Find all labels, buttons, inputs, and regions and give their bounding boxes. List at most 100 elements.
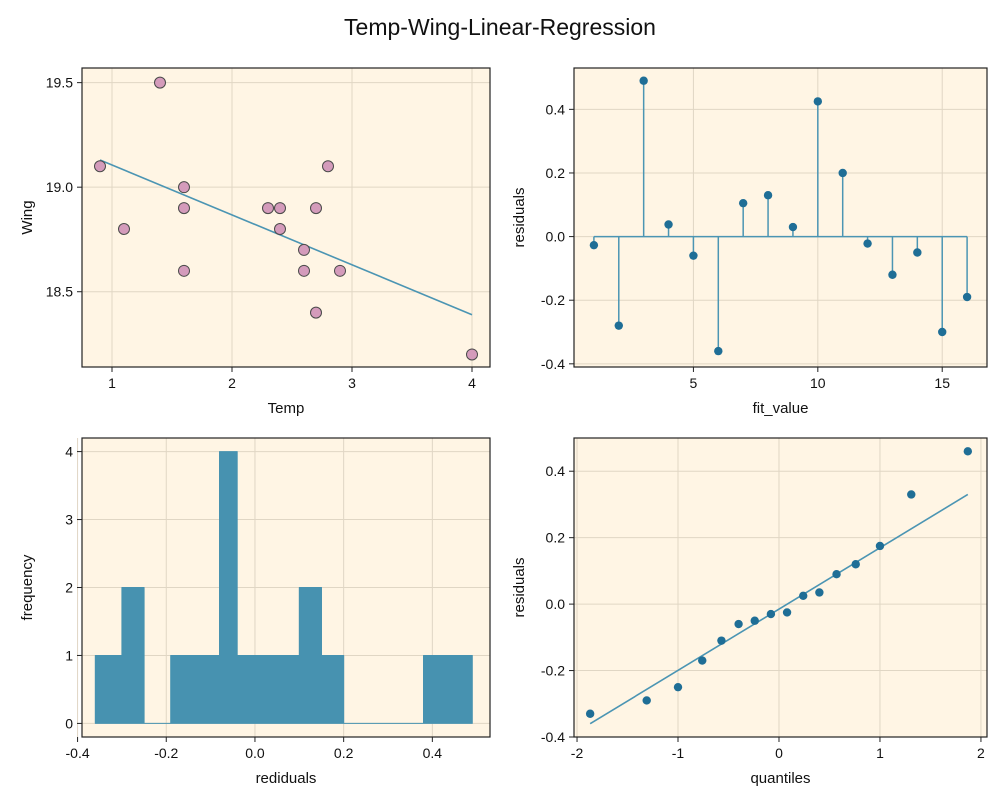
y-tick-label: 1 (65, 647, 73, 663)
stem-marker (738, 198, 748, 208)
scatter-point (94, 160, 106, 173)
stem-marker (863, 239, 872, 248)
stem-marker (888, 270, 897, 279)
y-tick-label: 2 (65, 580, 73, 596)
qq-point (875, 541, 885, 551)
qq-point (782, 608, 792, 617)
x-tick-label: 0 (775, 745, 783, 761)
qq-point (832, 570, 841, 579)
scatter-point (118, 223, 130, 235)
stem-marker (589, 240, 599, 250)
y-tick-label: 4 (65, 444, 73, 460)
x-tick-label: 15 (934, 375, 950, 391)
plot-area (574, 68, 987, 367)
y-tick-label: 0.4 (546, 463, 566, 479)
x-axis-label: quantiles (750, 770, 810, 787)
y-tick-label: 0.4 (546, 101, 566, 117)
x-tick-label: 10 (810, 375, 826, 391)
y-axis-label: Wing (19, 200, 36, 234)
x-tick-label: 0.2 (334, 745, 354, 761)
y-tick-label: 18.5 (46, 284, 73, 300)
stem-marker (813, 97, 823, 106)
x-tick-label: 1 (108, 375, 116, 391)
qq-point (963, 447, 973, 456)
scatter-point (178, 202, 190, 215)
x-tick-label: 0.4 (423, 745, 443, 761)
scatter-point (466, 348, 478, 361)
panel-2: 5 10 15 -0.4 -0.2 0.0 0.2 0.4 fit_value residuals (511, 67, 988, 417)
x-tick-label: 2 (977, 745, 985, 761)
qq-point (673, 682, 683, 692)
y-tick-label: 0.2 (546, 165, 566, 181)
qq-point (717, 636, 726, 645)
qq-point (698, 656, 707, 665)
y-tick-label: 0.0 (546, 596, 566, 612)
y-tick-label: 3 (65, 512, 73, 528)
x-tick-label: 3 (348, 375, 356, 391)
fit-line (99, 159, 473, 316)
histogram-bar (94, 451, 473, 724)
x-tick-label: 4 (468, 375, 476, 391)
x-tick-label: 2 (228, 375, 236, 391)
scatter-point (310, 306, 322, 319)
y-tick-label: 19.0 (46, 179, 73, 195)
panel-1: 1 2 3 4 18.5 19.0 19.5 Temp Wing (19, 67, 491, 417)
qq-point (851, 560, 860, 569)
scatter-point (274, 223, 286, 235)
x-tick-label: -0.2 (154, 745, 178, 761)
scatter-point (322, 160, 334, 173)
plot-frame (573, 67, 988, 368)
stem-marker (838, 168, 847, 178)
stem-marker (913, 248, 922, 257)
y-axis-label: residuals (511, 187, 528, 247)
stem-marker (689, 251, 698, 260)
y-axis-label: frequency (19, 554, 36, 620)
scatter-point (262, 202, 274, 215)
y-tick-label: 0 (65, 715, 73, 731)
panel-4: -2 -1 0 1 2 -0.4 -0.2 0.0 0.2 0.4 quantiles residua… (511, 437, 988, 787)
figure-title: Temp-Wing-Linear-Regression (344, 14, 656, 40)
qq-point (750, 616, 759, 625)
scatter-point (334, 264, 346, 277)
y-tick-label: 19.5 (46, 75, 73, 91)
y-tick-label: 0.0 (546, 229, 566, 245)
scatter-point (154, 76, 166, 89)
stem-marker (664, 220, 673, 229)
stem-marker (639, 76, 648, 85)
stem-marker (938, 327, 947, 337)
x-tick-label: 5 (690, 375, 698, 391)
x-tick-label: -0.4 (66, 745, 90, 761)
stem-marker (763, 191, 773, 200)
qq-point (799, 591, 808, 601)
x-axis-label: fit_value (753, 400, 809, 417)
qq-point (766, 609, 776, 619)
scatter-point (274, 202, 286, 215)
y-tick-label: -0.2 (541, 292, 565, 308)
qq-point (907, 490, 916, 499)
x-tick-label: -1 (672, 745, 685, 761)
scatter-point (178, 264, 190, 277)
qq-point (642, 696, 651, 705)
y-tick-label: 0.2 (546, 530, 566, 546)
qq-point (815, 588, 824, 597)
stem-marker (614, 321, 623, 330)
stem-marker (962, 292, 972, 302)
panel-3: -0.4 -0.2 0.0 0.2 0.4 0 1 2 3 4 rediduals frequency (19, 437, 491, 787)
plot-frame (573, 437, 988, 738)
y-tick-label: -0.4 (541, 356, 565, 372)
y-tick-label: -0.4 (541, 729, 565, 745)
scatter-point (310, 202, 322, 215)
x-tick-label: 0.0 (245, 745, 265, 761)
scatter-point (298, 264, 310, 277)
scatter-point (298, 243, 310, 256)
stem-marker (788, 222, 798, 232)
plot-area (82, 68, 490, 367)
scatter-point (178, 181, 190, 194)
x-tick-label: -2 (571, 745, 584, 761)
x-axis-label: Temp (268, 400, 305, 417)
qq-point (585, 709, 595, 718)
y-axis-label: residuals (511, 557, 528, 617)
stem-marker (714, 346, 723, 356)
